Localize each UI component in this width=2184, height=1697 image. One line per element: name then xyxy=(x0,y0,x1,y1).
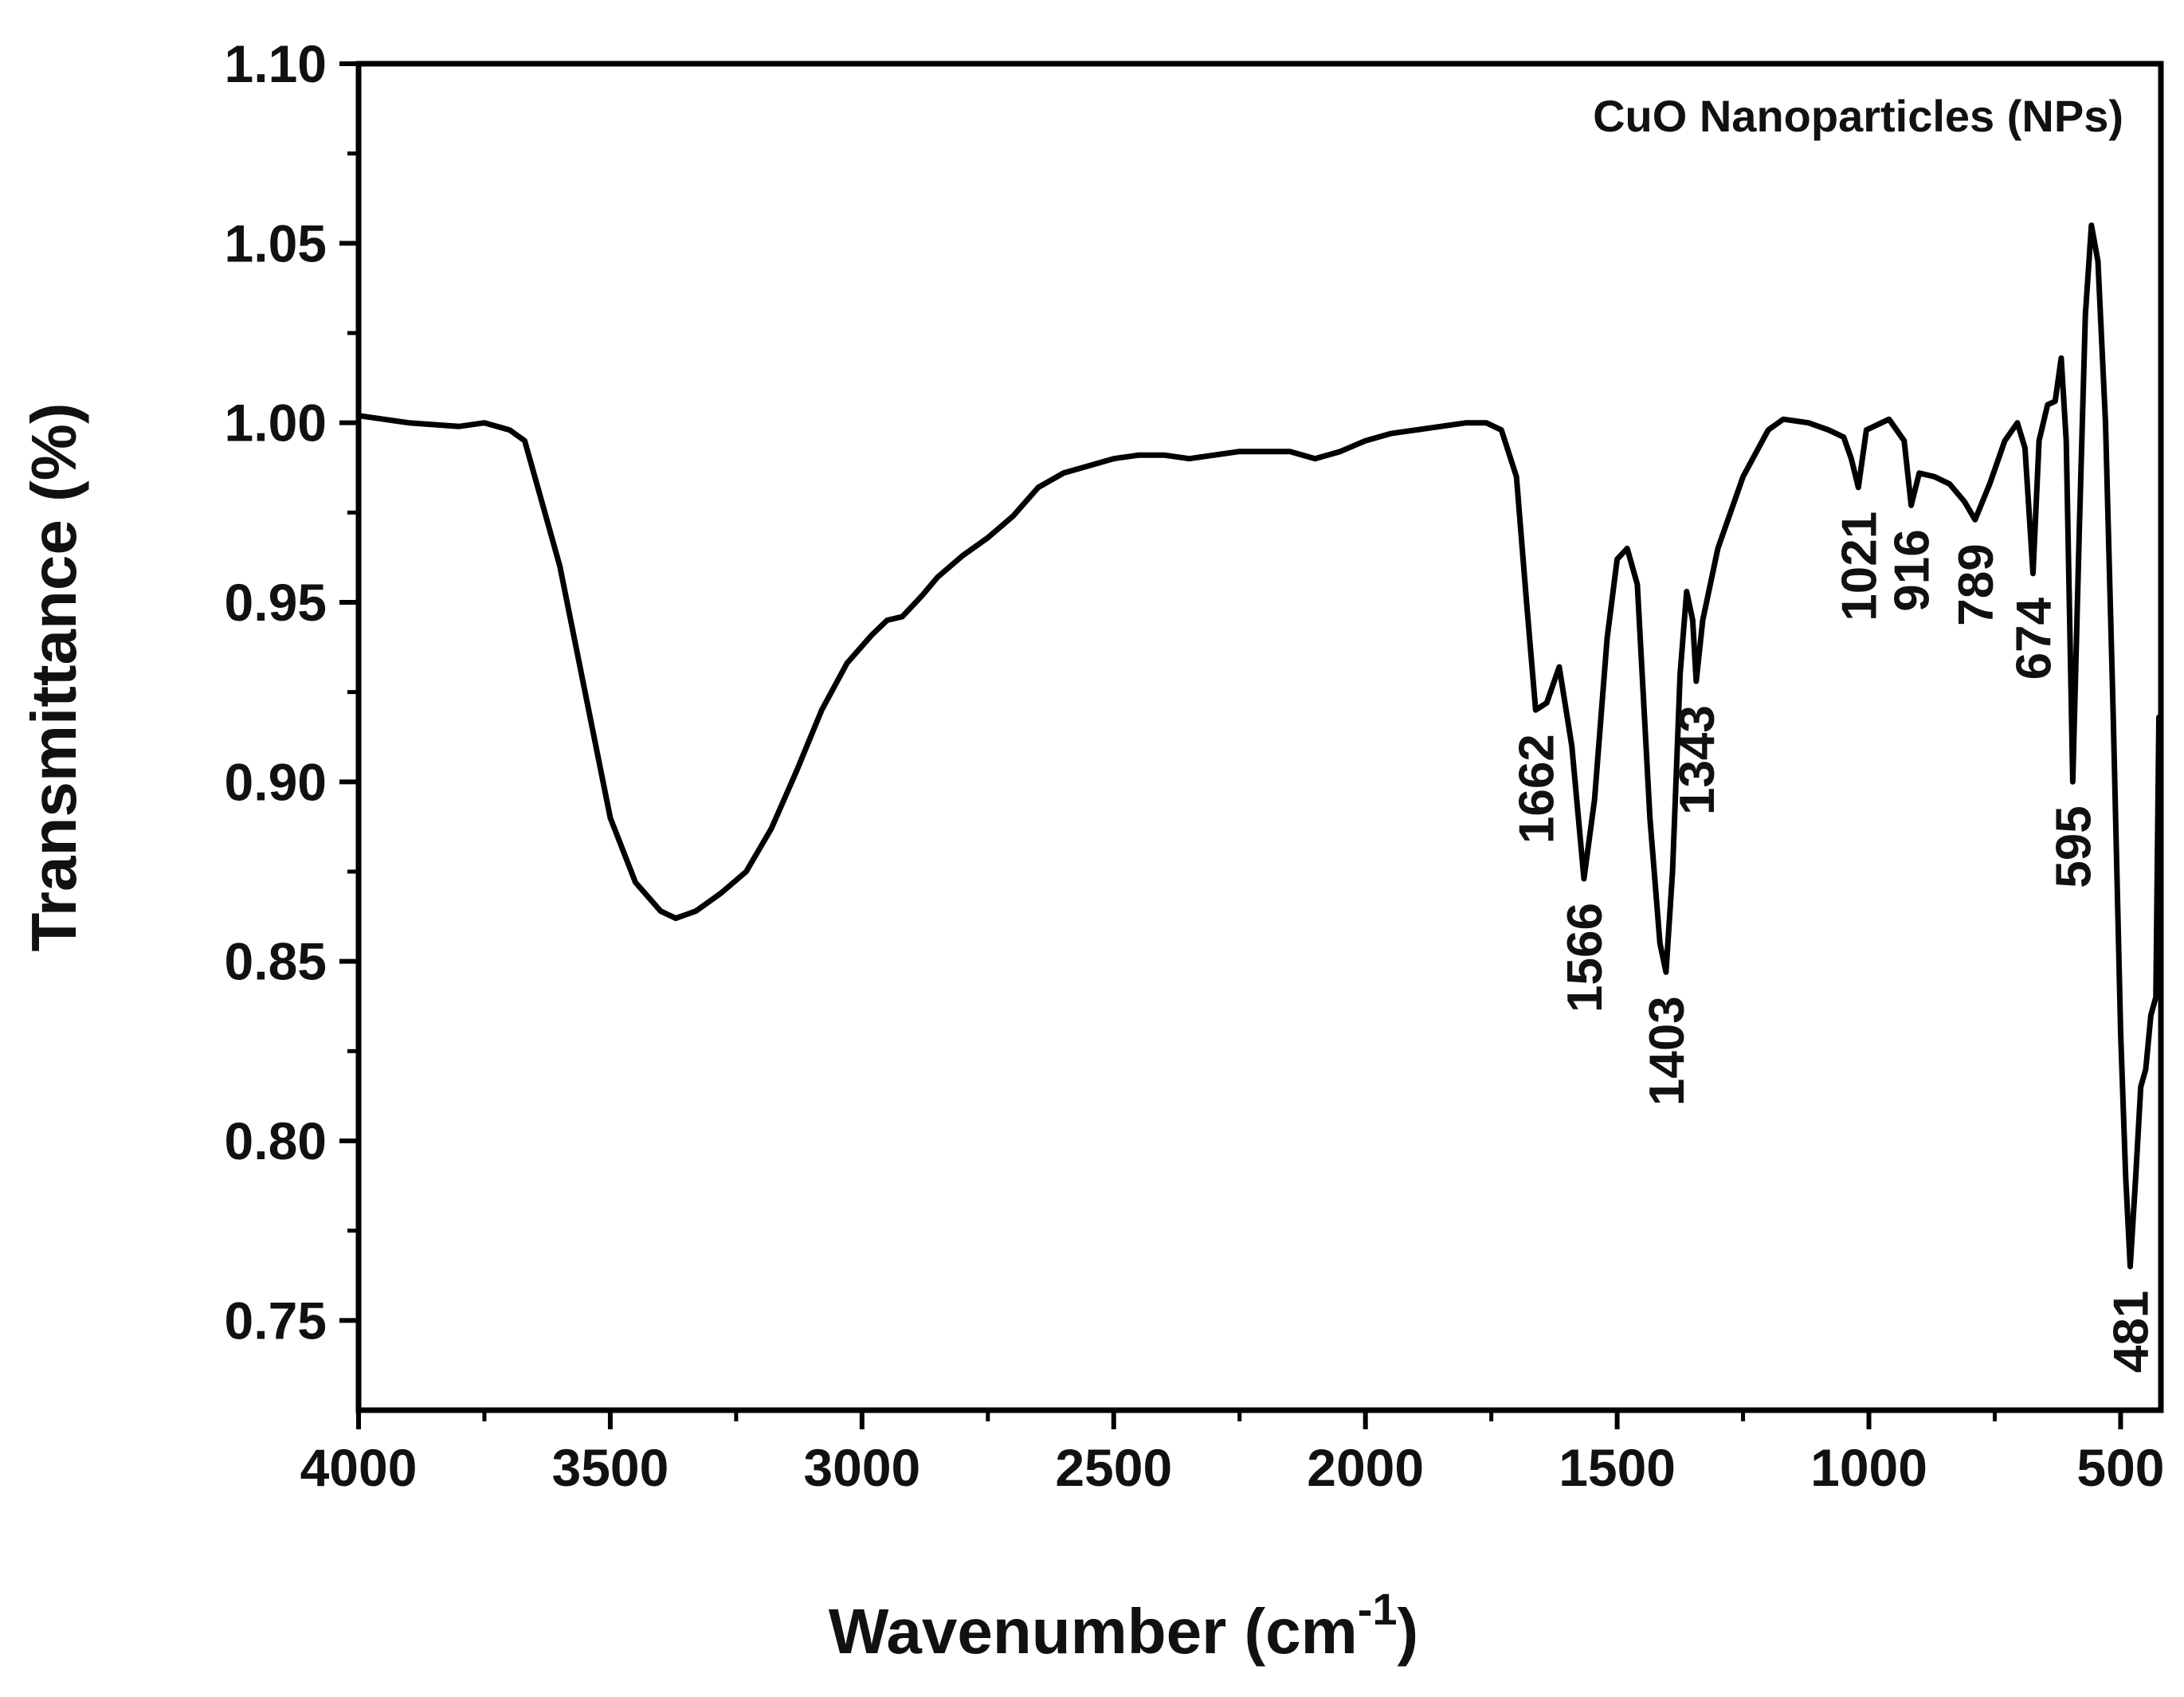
y-tick-label: 1.00 xyxy=(225,394,327,453)
peak-label-595: 595 xyxy=(2046,805,2101,888)
x-tick-label: 2500 xyxy=(1055,1438,1172,1497)
series-line-cuo-nps xyxy=(355,222,2162,1270)
peak-label-789: 789 xyxy=(1949,543,2004,625)
y-tick-label: 0.85 xyxy=(225,932,327,991)
x-tick-label: 4000 xyxy=(300,1438,418,1497)
peak-label-481: 481 xyxy=(2104,1291,2159,1373)
y-tick-label: 0.95 xyxy=(225,573,327,632)
y-tick-label: 0.75 xyxy=(225,1291,327,1350)
plot-frame xyxy=(355,61,2164,1413)
y-tick-label: 0.90 xyxy=(225,752,327,811)
peak-label-1566: 1566 xyxy=(1558,903,1613,1013)
x-tick-label: 1000 xyxy=(1810,1438,1927,1497)
y-axis-title: Transmittance (%) xyxy=(18,402,89,951)
chart-title: CuO Nanoparticles (NPs) xyxy=(1593,91,2123,141)
peak-label-1662: 1662 xyxy=(1509,734,1564,844)
y-tick-label: 1.10 xyxy=(225,34,327,93)
y-tick-label: 0.80 xyxy=(225,1111,327,1170)
peak-label-1403: 1403 xyxy=(1640,996,1695,1106)
x-tick-label: 3500 xyxy=(552,1438,669,1497)
x-tick-label: 1500 xyxy=(1559,1438,1676,1497)
x-tick-label: 3000 xyxy=(803,1438,920,1497)
peak-label-1343: 1343 xyxy=(1670,705,1725,815)
x-axis-title-close: ) xyxy=(1398,1596,1419,1667)
x-axis-title: Wavenumber (cm-1) xyxy=(829,1584,1418,1667)
tick-labels-layer: 4000 3500 3000 2500 2000 1500 1000 500 0.75 0.80 0… xyxy=(225,34,2165,1497)
peak-label-916: 916 xyxy=(1885,529,1940,611)
peak-label-674: 674 xyxy=(2007,597,2062,680)
x-axis-title-main: Wavenumber (cm xyxy=(829,1596,1358,1667)
peak-label-1021: 1021 xyxy=(1832,511,1887,621)
y-tick-label: 1.05 xyxy=(225,214,327,272)
x-tick-label: 2000 xyxy=(1307,1438,1424,1497)
x-tick-label: 500 xyxy=(2076,1438,2164,1497)
x-axis-title-sup: -1 xyxy=(1358,1584,1398,1634)
